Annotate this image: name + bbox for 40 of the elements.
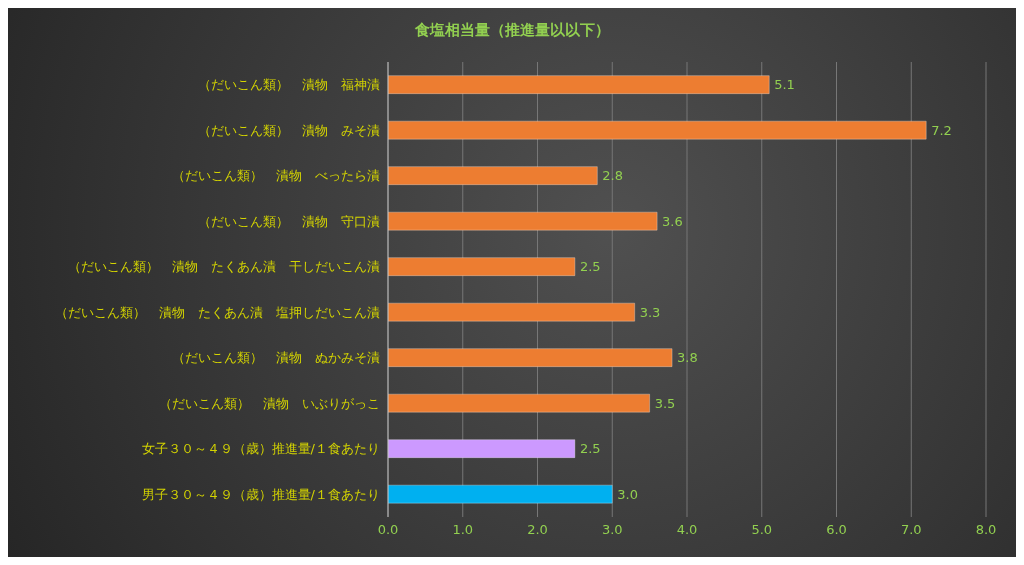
x-tick-label: 8.0: [975, 522, 997, 538]
y-tick-label: （だいこん類） 漬物 福神漬: [198, 77, 380, 93]
data-label: 3.8: [677, 350, 698, 366]
y-tick-label: （だいこん類） 漬物 いぶりがっこ: [159, 395, 380, 411]
data-label: 3.6: [662, 213, 683, 229]
x-tick-label: 0.0: [377, 522, 399, 538]
bar: [388, 302, 636, 322]
y-tick-label: （だいこん類） 漬物 たくあん漬 塩押しだいこん漬: [55, 304, 380, 320]
x-tick-label: 1.0: [452, 522, 474, 538]
data-label: 2.5: [579, 259, 601, 275]
bar: [388, 439, 576, 459]
data-label: 2.8: [602, 168, 623, 184]
bar: [388, 257, 576, 277]
data-label: 2.5: [579, 441, 601, 457]
y-tick-label: 女子３０～４９（歳）推進量/１食あたり: [141, 441, 380, 457]
data-label: 7.2: [931, 122, 952, 138]
x-tick-label: 3.0: [601, 522, 623, 538]
data-label: 5.1: [774, 77, 795, 93]
x-tick-label: 5.0: [751, 522, 773, 538]
x-tick-label: 4.0: [676, 522, 698, 538]
y-tick-label: （だいこん類） 漬物 ぬかみそ漬: [172, 350, 380, 366]
bar: [388, 348, 673, 368]
chart-title: 食塩相当量（推進量以以下）: [413, 20, 611, 41]
x-tick-label: 2.0: [527, 522, 548, 538]
bar: [388, 75, 770, 95]
y-tick-label: （だいこん類） 漬物 守口漬: [198, 213, 380, 229]
data-label: 3.5: [654, 395, 676, 411]
bar: [388, 393, 651, 413]
bar: [388, 166, 598, 186]
bar: [388, 484, 613, 504]
y-tick-label: （だいこん類） 漬物 たくあん漬 干しだいこん漬: [68, 259, 380, 275]
bar: [388, 211, 658, 231]
y-tick-label: 男子３０～４９（歳）推進量/１食あたり: [141, 486, 380, 502]
data-label: 3.0: [617, 486, 638, 502]
y-tick-label: （だいこん類） 漬物 べったら漬: [172, 168, 380, 184]
data-label: 3.3: [639, 304, 661, 320]
bar: [388, 120, 927, 140]
x-tick-label: 6.0: [826, 522, 847, 538]
y-tick-label: （だいこん類） 漬物 みそ漬: [198, 122, 380, 138]
x-tick-label: 7.0: [900, 522, 922, 538]
